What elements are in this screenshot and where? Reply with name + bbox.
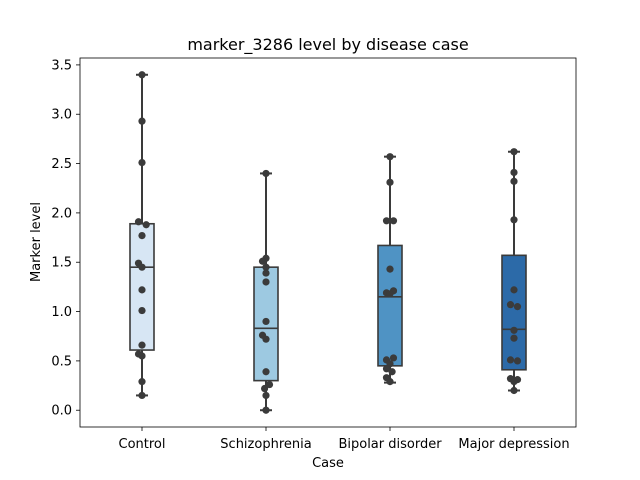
data-point (510, 286, 518, 294)
data-point (510, 177, 518, 185)
data-point (138, 158, 146, 167)
data-point (510, 334, 518, 342)
data-point (510, 378, 518, 386)
y-tick-label: 2.5 (51, 157, 72, 172)
data-point (138, 71, 146, 79)
box-iqr (377, 244, 403, 367)
x-tick-label: Major depression (458, 437, 569, 452)
data-point (138, 391, 146, 400)
y-tick-label: 1.0 (51, 305, 72, 320)
x-axis-title: Case (312, 456, 344, 471)
y-tick-label: 3.5 (51, 58, 72, 73)
data-point (138, 378, 146, 386)
data-point (386, 153, 394, 161)
data-point (262, 263, 270, 271)
y-tick-label: 1.5 (51, 256, 72, 271)
data-point (386, 378, 394, 386)
x-axis: Control Schizophrenia Bipolar disorder Majo… (119, 427, 570, 452)
x-tick-label: Control (119, 437, 166, 452)
chart-title: marker_3286 level by disease case (187, 35, 468, 55)
data-point (262, 368, 270, 376)
data-point (513, 303, 522, 311)
data-point (386, 265, 394, 273)
data-point (510, 216, 518, 224)
plot-frame (79, 57, 577, 428)
data-point (262, 406, 270, 414)
data-point (510, 168, 518, 177)
data-point (386, 290, 394, 298)
data-point (510, 148, 518, 156)
y-tick-label: 3.0 (51, 108, 72, 123)
data-point (510, 386, 518, 395)
data-point (262, 169, 270, 178)
box-group (501, 150, 527, 392)
y-axis: 0.0 0.5 1.0 1.5 2.0 2.5 3.0 3.5 (51, 58, 80, 419)
data-point (138, 286, 146, 294)
box-iqr (501, 254, 527, 371)
data-point (265, 380, 274, 389)
data-point (510, 326, 518, 334)
data-point (138, 117, 146, 125)
data-point (262, 278, 270, 286)
data-point (506, 301, 515, 309)
data-point (138, 306, 146, 315)
data-point (258, 257, 267, 265)
data-point (262, 391, 270, 400)
points-layer (134, 71, 522, 414)
data-point (262, 269, 270, 277)
x-tick-label: Schizophrenia (220, 437, 311, 452)
data-point (506, 356, 515, 364)
data-point (262, 317, 270, 326)
data-point (138, 263, 146, 271)
data-point (389, 217, 398, 225)
x-tick-label: Bipolar disorder (338, 437, 442, 452)
y-axis-title: Marker level (29, 202, 44, 282)
data-point (382, 217, 391, 225)
y-tick-label: 2.0 (51, 206, 72, 221)
data-point (389, 354, 398, 362)
data-point (262, 335, 270, 343)
data-point (386, 178, 394, 186)
data-point (388, 368, 396, 376)
data-point (138, 352, 146, 360)
data-point (261, 384, 269, 393)
data-point (138, 341, 146, 349)
plot-area (80, 58, 576, 427)
y-tick-label: 0.5 (51, 354, 72, 369)
data-point (513, 357, 522, 365)
data-point (134, 218, 143, 226)
y-tick-label: 0.0 (51, 404, 72, 419)
data-point (138, 231, 146, 240)
data-point (382, 365, 391, 373)
data-point (142, 221, 150, 229)
